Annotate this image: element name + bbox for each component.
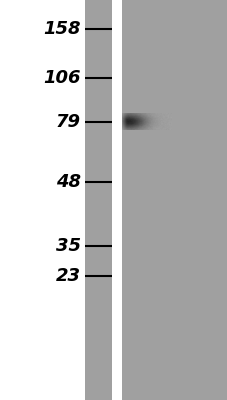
Bar: [121, 0, 227, 400]
Text: 106: 106: [43, 69, 81, 87]
Text: 23: 23: [56, 267, 81, 285]
Text: 35: 35: [56, 237, 81, 255]
Text: 48: 48: [56, 173, 81, 191]
Text: 79: 79: [56, 113, 81, 131]
Text: 158: 158: [43, 20, 81, 38]
Bar: [85, 0, 111, 400]
